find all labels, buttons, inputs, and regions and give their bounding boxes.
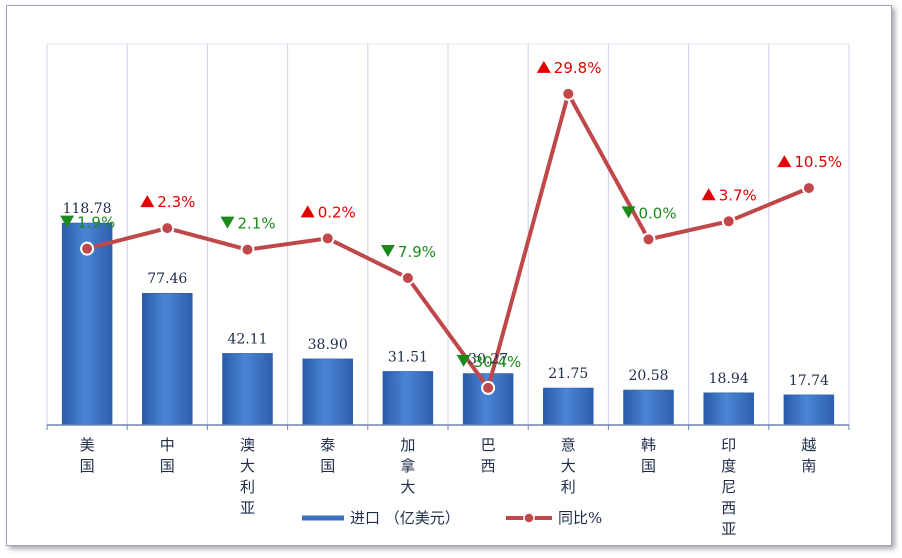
bar-value-label: 42.11 xyxy=(227,331,267,347)
yoy-point xyxy=(481,380,496,395)
bar-value-label: 77.46 xyxy=(147,271,187,287)
up-arrow-icon xyxy=(536,60,551,73)
chart-frame xyxy=(6,5,892,546)
yoy-point xyxy=(641,232,656,247)
up-arrow-icon xyxy=(701,188,716,201)
bar-value-label: 18.94 xyxy=(709,371,749,387)
yoy-value-label: 3.7% xyxy=(719,186,757,204)
yoy-value-label: 1.9% xyxy=(77,214,115,232)
bar xyxy=(623,389,674,426)
bar xyxy=(302,358,353,426)
yoy-point xyxy=(80,241,95,256)
yoy-point xyxy=(160,221,175,236)
legend: 进口 （亿美元） 同比% xyxy=(302,509,602,527)
data-labels: 118.78 77.46 42.11 38.90 31.51 30.27 21.75 20.5… xyxy=(60,59,842,389)
x-axis: 美国 中国 澳大利亚 泰国 加拿大 巴西 意大利 韩国 印度尼西亚 越南 xyxy=(46,424,850,538)
yoy-point xyxy=(400,270,415,285)
bar-value-label: 38.90 xyxy=(308,337,348,353)
bar xyxy=(543,387,594,426)
yoy-point xyxy=(721,214,736,229)
x-tick-label: 泰国 xyxy=(320,436,335,475)
x-tick-label: 澳大利亚 xyxy=(240,436,255,517)
bar xyxy=(783,394,835,426)
bar xyxy=(703,392,754,426)
yoy-point xyxy=(801,181,816,196)
yoy-value-label: 30.4% xyxy=(474,353,522,371)
yoy-value-label: 2.3% xyxy=(157,193,195,211)
bar xyxy=(382,371,434,426)
bar xyxy=(61,222,113,426)
bar-value-label: 17.74 xyxy=(789,373,829,389)
yoy-value-label: 2.1% xyxy=(238,215,276,233)
x-tick-label: 越南 xyxy=(801,436,816,475)
yoy-point xyxy=(561,86,576,101)
yoy-value-label: 29.8% xyxy=(554,59,602,77)
down-arrow-icon xyxy=(621,206,636,219)
bar-series xyxy=(61,222,835,426)
yoy-value-label: 0.2% xyxy=(318,203,356,221)
yoy-point xyxy=(320,231,335,246)
legend-line-label: 同比% xyxy=(558,509,602,527)
grid-lines xyxy=(46,43,850,425)
x-tick-label: 美国 xyxy=(80,436,95,475)
x-tick-label: 意大利 xyxy=(561,436,576,496)
x-tick-label: 韩国 xyxy=(641,436,656,475)
legend-line-marker xyxy=(523,512,535,524)
yoy-value-label: 7.9% xyxy=(398,243,436,261)
up-arrow-icon xyxy=(777,155,792,168)
bar-value-label: 31.51 xyxy=(388,349,428,365)
bar xyxy=(222,353,273,426)
down-arrow-icon xyxy=(220,216,235,229)
bar-value-label: 20.58 xyxy=(628,368,668,384)
bar-value-label: 30.27 xyxy=(468,352,508,368)
x-tick-label: 巴西 xyxy=(481,436,496,475)
x-tick-label: 印度尼西亚 xyxy=(721,436,736,538)
up-arrow-icon xyxy=(300,205,315,218)
yoy-line xyxy=(86,91,810,390)
bar-value-label: 118.78 xyxy=(63,201,112,217)
up-arrow-icon xyxy=(140,195,155,208)
down-arrow-icon xyxy=(60,215,75,228)
line-series xyxy=(80,86,816,395)
down-arrow-icon xyxy=(380,244,395,257)
yoy-point xyxy=(240,242,255,257)
x-tick-label: 中国 xyxy=(160,436,175,475)
yoy-value-label: 0.0% xyxy=(639,204,677,222)
legend-bar-label: 进口 （亿美元） xyxy=(350,509,460,527)
yoy-value-label: 10.5% xyxy=(794,153,842,171)
bar-value-label: 21.75 xyxy=(548,366,588,382)
bar xyxy=(142,292,193,426)
down-arrow-icon xyxy=(456,354,471,367)
x-tick-label: 加拿大 xyxy=(400,436,415,496)
